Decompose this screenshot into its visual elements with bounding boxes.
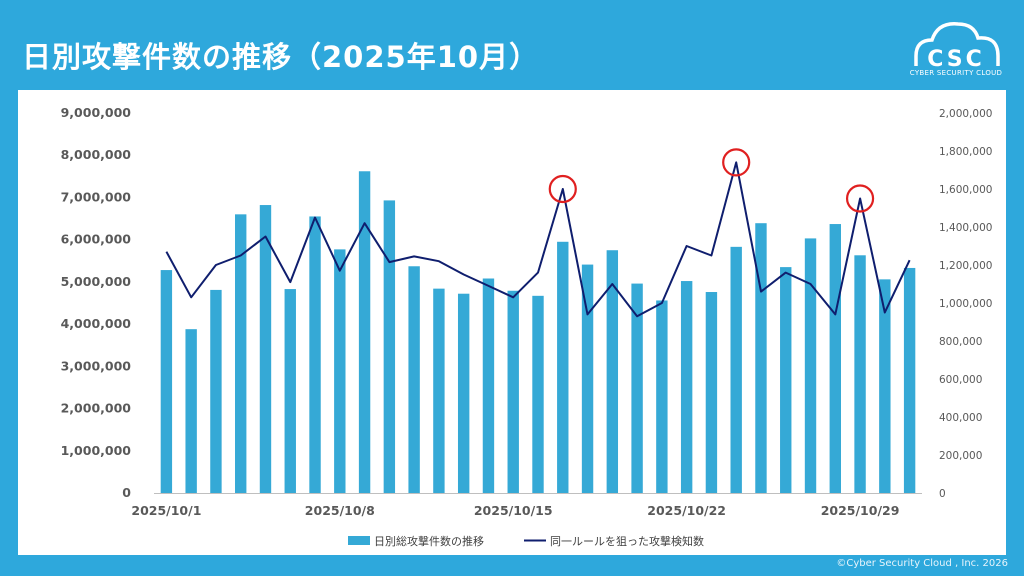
bar (160, 270, 173, 493)
bar-series (160, 171, 916, 494)
left-axis-tick-label: 0 (122, 485, 131, 500)
bar (433, 288, 445, 493)
left-axis-tick-label: 6,000,000 (61, 232, 132, 247)
bar (507, 290, 519, 493)
right-axis-tick-label: 400,000 (939, 412, 982, 424)
bar (854, 255, 866, 493)
bar (879, 279, 891, 493)
combo-chart: 0 1,000,000 2,000,000 3,000,000 4,000,000 5,0… (61, 105, 993, 548)
highlight-circles (548, 148, 875, 213)
cloud-logo-icon: CSC (914, 22, 1000, 72)
bar (581, 264, 594, 493)
bar (557, 241, 569, 493)
line-series (165, 161, 911, 318)
left-axis-tick-label: 2,000,000 (61, 401, 132, 416)
chart-panel: 0 1,000,000 2,000,000 3,000,000 4,000,000 5,0… (18, 90, 1006, 555)
bar (457, 293, 470, 493)
x-axis-tick-label: 2025/10/22 (647, 503, 726, 518)
legend: 日別総攻撃件数の推移 同一ルールを狙った攻撃検知数 (348, 534, 704, 548)
bar (185, 329, 197, 493)
right-axis-tick-label: 1,800,000 (939, 146, 992, 158)
bar (730, 246, 742, 493)
right-axis-tick-label: 0 (939, 488, 946, 500)
right-axis-tick-label: 1,400,000 (939, 222, 992, 234)
highlight-circle (845, 184, 875, 213)
left-axis-tick-label: 9,000,000 (61, 105, 132, 120)
bar (334, 249, 346, 493)
x-axis-ticks: 2025/10/1 2025/10/8 2025/10/15 2025/10/22 20… (131, 503, 899, 518)
left-axis-tick-label: 8,000,000 (61, 147, 132, 162)
left-axis-tick-label: 3,000,000 (61, 358, 132, 373)
bar (631, 283, 643, 493)
right-axis-tick-label: 1,200,000 (939, 260, 992, 272)
logo-text: CSC (927, 47, 985, 68)
right-axis-tick-label: 2,000,000 (939, 108, 992, 120)
left-axis-tick-label: 5,000,000 (61, 274, 132, 289)
slide-title: 日別攻撃件数の推移（2025年10月） (22, 40, 540, 74)
right-axis-ticks: 0 200,000 400,000 600,000 800,000 1,000,000 1,… (939, 108, 992, 500)
bar (259, 205, 272, 493)
right-axis-tick-label: 1,600,000 (939, 184, 992, 196)
highlight-circle (548, 174, 577, 204)
right-axis-tick-label: 1,000,000 (939, 298, 992, 310)
highlight-circle (722, 148, 751, 177)
bar (680, 281, 693, 493)
bar (235, 214, 247, 493)
bar (210, 289, 222, 493)
company-logo: CSC CYBER SECURITY CLOUD (908, 16, 1004, 82)
bar (606, 250, 619, 493)
line-path (165, 161, 911, 318)
x-axis-tick-label: 2025/10/15 (474, 503, 553, 518)
copyright: ©Cyber Security Cloud , Inc. 2026 (836, 558, 1008, 569)
bar (358, 171, 371, 493)
bar (656, 300, 668, 493)
left-axis-tick-label: 1,000,000 (61, 443, 132, 458)
bar (705, 292, 718, 493)
right-axis-tick-label: 600,000 (939, 374, 982, 386)
left-axis-tick-label: 7,000,000 (61, 189, 132, 204)
logo-subtext: CYBER SECURITY CLOUD (909, 69, 1003, 77)
bar (482, 278, 495, 493)
bar (829, 224, 841, 494)
x-axis-tick-label: 2025/10/29 (821, 503, 900, 518)
bar (903, 267, 916, 493)
bar (408, 266, 420, 493)
bar (284, 289, 296, 493)
left-axis-tick-label: 4,000,000 (61, 316, 132, 331)
right-axis-tick-label: 800,000 (939, 336, 982, 348)
legend-bar-label: 日別総攻撃件数の推移 (374, 534, 484, 548)
left-axis-ticks: 0 1,000,000 2,000,000 3,000,000 4,000,000 5,0… (61, 105, 132, 500)
bar (780, 267, 792, 493)
bar (309, 216, 321, 493)
x-axis-tick-label: 2025/10/8 (305, 503, 375, 518)
legend-line-label: 同一ルールを狙った攻撃検知数 (550, 534, 704, 548)
bar (383, 200, 396, 493)
x-axis-tick-label: 2025/10/1 (131, 503, 201, 518)
bar (804, 238, 817, 493)
bar (755, 223, 767, 493)
bar (532, 295, 544, 493)
right-axis-tick-label: 200,000 (939, 450, 982, 462)
legend-bar-swatch (348, 536, 370, 545)
